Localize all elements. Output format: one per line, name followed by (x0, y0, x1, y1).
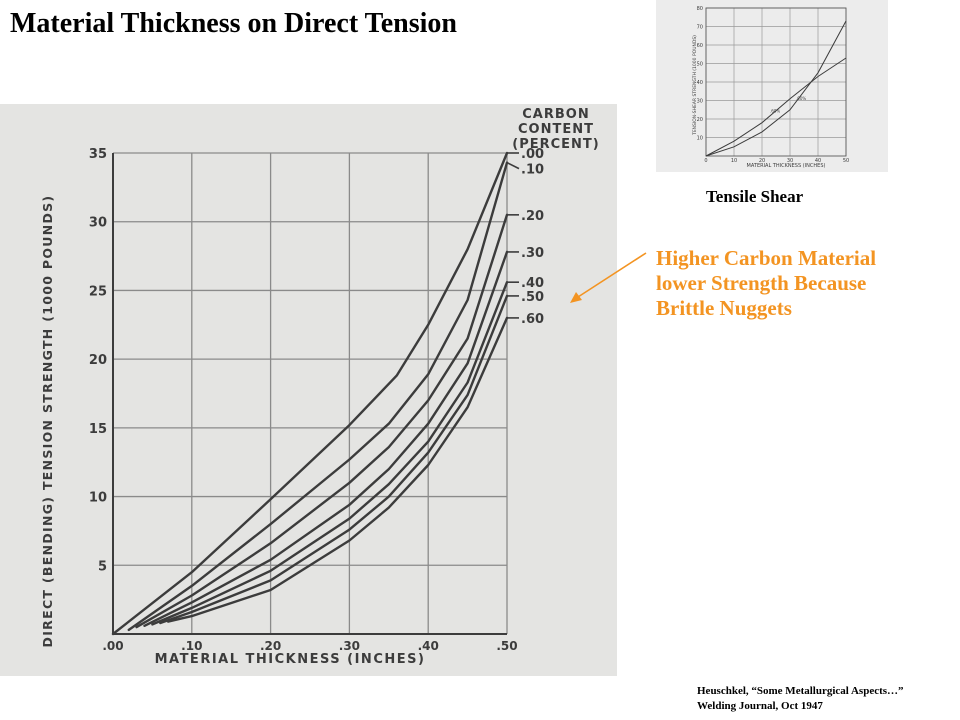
y-tick-label: 30 (89, 216, 107, 231)
legend-label: .60 (521, 312, 544, 327)
series-line (167, 316, 509, 623)
annotation-line: Brittle Nuggets (656, 296, 792, 320)
slide-title: Material Thickness on Direct Tension (10, 8, 458, 39)
legend-label: .20 (521, 209, 544, 224)
thumb-x-tick-label: 50 (843, 158, 849, 164)
series-line (135, 213, 509, 629)
thumb-y-tick-label: 40 (697, 80, 703, 86)
annotation-line: Higher Carbon Material (656, 246, 877, 270)
y-tick-label: 5 (98, 559, 107, 574)
legend-label: .50 (521, 290, 544, 305)
thumbnail-chart: .00% .60% 0 10 20 30 40 50 10 20 30 40 50 60 70 80 MAT… (656, 0, 888, 172)
citation-line: Heuschkel, “Some Metallurgical Aspects…” (697, 685, 904, 697)
citation-line: Welding Journal, Oct 1947 (697, 700, 823, 712)
thumb-x-tick-label: 40 (815, 158, 821, 164)
y-tick-label: 20 (89, 353, 107, 368)
annotation-arrow (570, 252, 647, 303)
legend-label: .00 (521, 147, 544, 162)
thumbnail-chart-svg: .00% .60% 0 10 20 30 40 50 10 20 30 40 50 60 70 80 MAT… (692, 6, 849, 169)
thumb-series-label: .00% (796, 96, 806, 101)
thumbnail-y-axis-label: TENSION-SHEAR STRENGTH (1000 POUNDS) (692, 35, 698, 136)
thumb-series-label: .60% (770, 109, 780, 114)
legend-title: (PERCENT) (512, 137, 599, 152)
thumb-x-tick-label: 30 (787, 158, 793, 164)
x-axis-label: MATERIAL THICKNESS (INCHES) (155, 652, 426, 667)
thumb-y-tick-label: 60 (697, 43, 703, 49)
x-tick-label: .30 (339, 639, 360, 653)
thumb-plot-frame (705, 7, 847, 157)
x-tick-label: .50 (496, 639, 517, 653)
x-tick-label: .40 (418, 639, 439, 653)
series-line (111, 151, 509, 636)
y-tick-label: 25 (89, 284, 107, 299)
main-chart: .00.10.20.30.40.50 5 10 15 20 25 30 35 .00.10.2… (0, 104, 617, 676)
y-tick-label: 15 (89, 422, 107, 437)
thumb-series-line (705, 57, 847, 157)
series-line (159, 294, 509, 625)
thumb-x-tick-label: 20 (759, 158, 765, 164)
legend-label: .10 (521, 163, 544, 178)
thumb-y-tick-label: 80 (697, 6, 703, 12)
thumb-x-tick-label: 10 (731, 158, 737, 164)
thumb-y-tick-label: 20 (697, 117, 703, 123)
legend-title: CONTENT (518, 122, 594, 137)
x-tick-label: .10 (181, 639, 202, 653)
y-tick-label: 10 (89, 491, 107, 506)
thumb-y-tick-label: 10 (697, 136, 703, 142)
legend-label: .30 (521, 246, 544, 261)
thumb-y-tick-label: 50 (697, 62, 703, 68)
y-tick-label: 35 (89, 147, 107, 162)
legend-title: CARBON (522, 107, 589, 122)
thumbnail-x-axis-label: MATERIAL THICKNESS (INCHES) (747, 163, 826, 169)
annotation-text: Higher Carbon Material lower Strength Be… (656, 246, 956, 321)
thumb-y-tick-label: 30 (697, 99, 703, 105)
legend-label: .40 (521, 276, 544, 291)
annotation-line: lower Strength Because (656, 271, 867, 295)
thumbnail-caption: Tensile Shear (706, 187, 804, 206)
series-line (127, 161, 509, 632)
x-tick-label: .20 (260, 639, 281, 653)
legend-leader (506, 161, 520, 170)
series-line (143, 250, 509, 627)
thumb-series-line (705, 20, 847, 157)
thumb-x-tick-label: 0 (704, 158, 707, 164)
thumb-y-tick-label: 70 (697, 25, 703, 31)
y-axis-label: DIRECT (BENDING) TENSION STRENGTH (1000 … (40, 195, 55, 648)
series-line (151, 281, 509, 626)
citation: Heuschkel, “Some Metallurgical Aspects…”… (697, 684, 904, 714)
x-tick-label: .00 (102, 639, 123, 653)
